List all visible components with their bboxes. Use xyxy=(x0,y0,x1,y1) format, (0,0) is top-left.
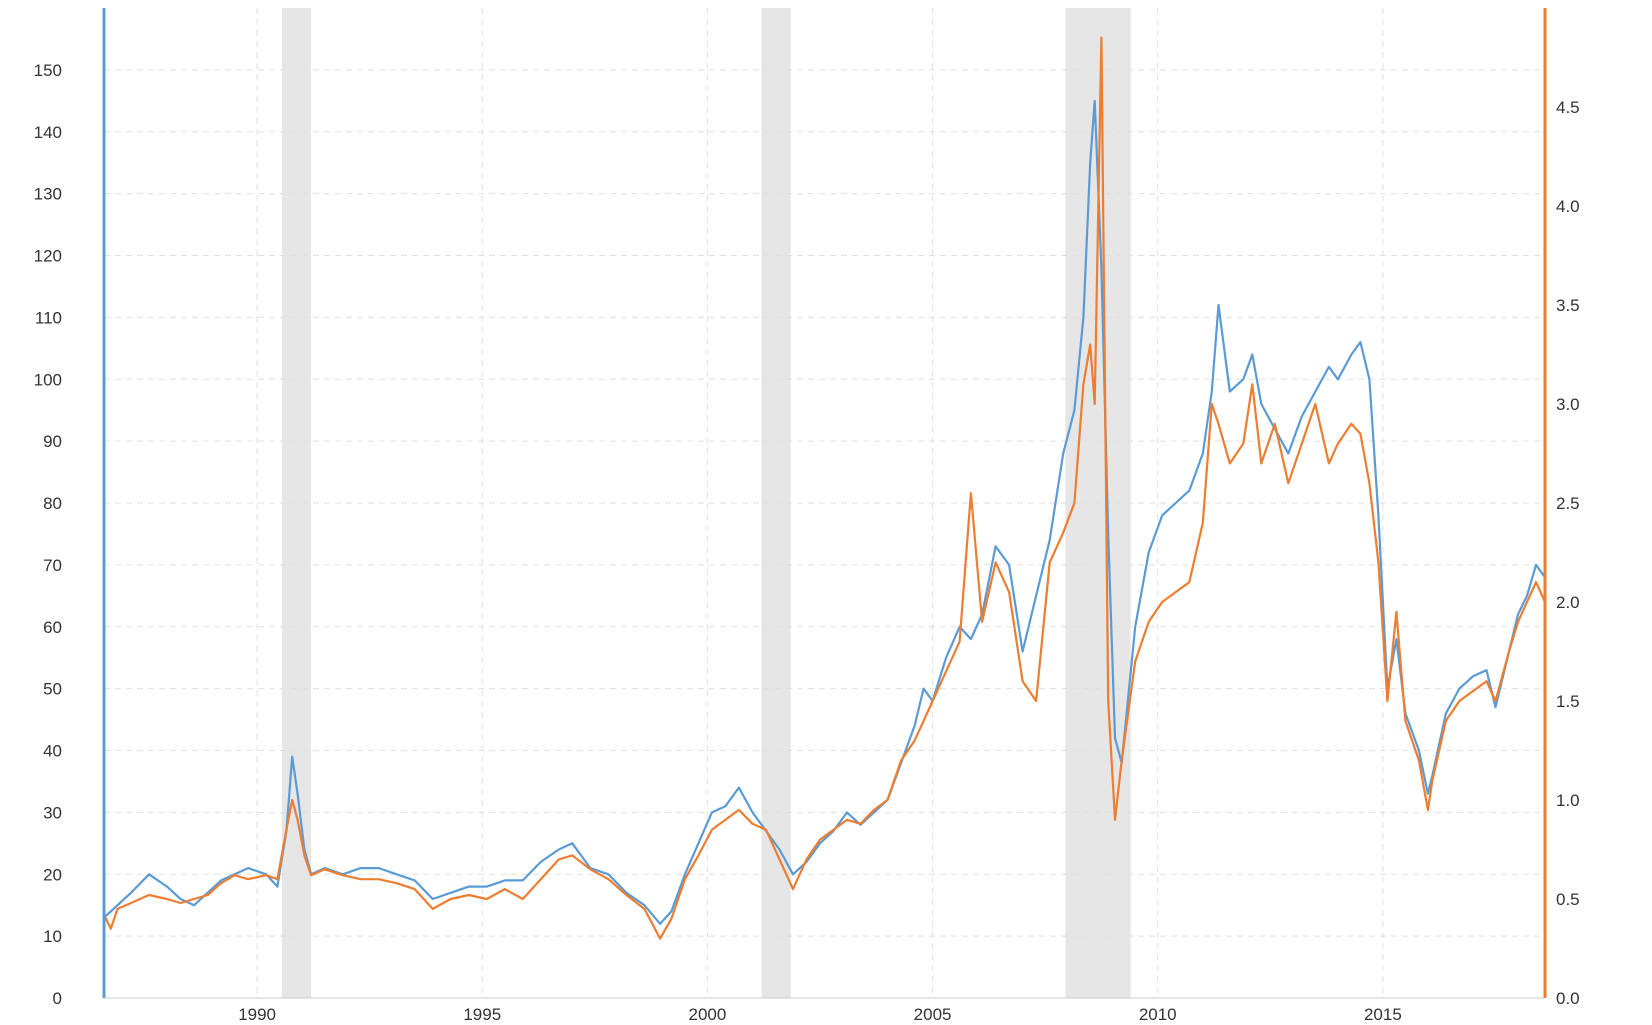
series-line-left-axis xyxy=(102,99,1547,925)
y-left-tick-label: 130 xyxy=(34,185,62,204)
y-right-tick-label: 2.0 xyxy=(1556,593,1580,612)
y-left-tick-label: 20 xyxy=(43,865,62,884)
series-line-right-axis xyxy=(102,36,1547,940)
tick-labels: 0 10 20 30 40 50 60 70 80 90 100 110 120 130 140 150 199… xyxy=(34,61,1580,1024)
y-right-tick-label: 0.0 xyxy=(1556,989,1580,1008)
x-tick-label: 2005 xyxy=(914,1005,952,1020)
y-right-tick-label: 0.5 xyxy=(1556,890,1580,909)
y-left-tick-label: 110 xyxy=(35,308,62,327)
y-right-tick-label: 3.0 xyxy=(1556,395,1580,414)
x-tick-label: 1990 xyxy=(238,1005,276,1020)
x-tick-label: 2015 xyxy=(1364,1005,1402,1020)
x-tick-label: 1995 xyxy=(463,1005,501,1020)
y-left-tick-label: 40 xyxy=(43,742,62,761)
y-right-tick-label: 4.5 xyxy=(1556,98,1580,117)
series-lines xyxy=(102,36,1547,940)
gridlines xyxy=(104,8,1545,998)
y-right-tick-label: 2.5 xyxy=(1556,494,1580,513)
y-left-tick-label: 150 xyxy=(34,61,62,80)
x-tick-label: 2010 xyxy=(1139,1005,1177,1020)
y-left-tick-label: 30 xyxy=(43,803,62,822)
y-right-tick-label: 1.0 xyxy=(1556,791,1580,810)
x-tick-label: 2000 xyxy=(689,1005,727,1020)
y-left-tick-label: 140 xyxy=(34,123,62,142)
y-left-tick-label: 70 xyxy=(43,556,62,575)
y-right-tick-label: 3.5 xyxy=(1556,296,1580,315)
y-left-tick-label: 120 xyxy=(34,247,62,266)
y-left-tick-label: 50 xyxy=(43,680,62,699)
y-right-tick-label: 4.0 xyxy=(1556,197,1580,216)
y-left-tick-label: 90 xyxy=(43,432,62,451)
recession-bands xyxy=(281,8,1131,998)
y-left-tick-label: 0 xyxy=(53,989,62,1008)
y-left-tick-label: 100 xyxy=(34,370,62,389)
y-right-tick-label: 1.5 xyxy=(1556,692,1580,711)
axes xyxy=(102,8,1547,999)
y-left-tick-label: 60 xyxy=(43,618,62,637)
y-left-tick-label: 10 xyxy=(43,927,62,946)
y-left-tick-label: 80 xyxy=(43,494,62,513)
